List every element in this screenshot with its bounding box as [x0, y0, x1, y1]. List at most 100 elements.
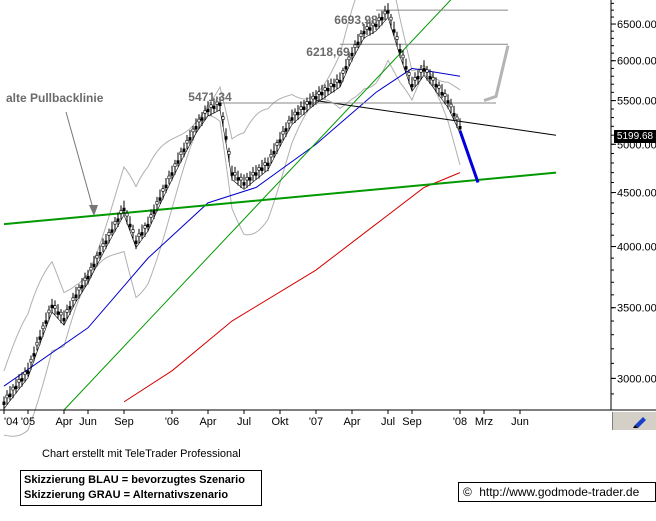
candle-body [62, 318, 66, 322]
candle-body [440, 92, 444, 96]
x-tick-label: Apr [343, 416, 360, 428]
candle-body [188, 137, 192, 141]
x-tick-label: Apr [55, 416, 72, 428]
candle-body [77, 287, 81, 291]
candle-body [407, 72, 411, 76]
candle-body [428, 75, 432, 80]
candle-body [434, 83, 438, 88]
candle-body [65, 309, 69, 313]
candle-body [368, 27, 372, 31]
candle-body [2, 401, 6, 405]
y-tick-label: 4500.00 [617, 188, 656, 200]
candle-body [167, 175, 171, 180]
candle-body [254, 172, 258, 176]
candle-body [155, 201, 159, 205]
candle-body [302, 106, 306, 110]
candle-body [272, 150, 276, 155]
candle-body [446, 100, 450, 104]
candle-body [317, 91, 321, 95]
annotation-label: alte Pullbacklinie [6, 91, 104, 105]
candle-body [47, 309, 51, 314]
candle-body [449, 103, 453, 108]
candle-body [350, 52, 354, 57]
upper-band [3, 0, 461, 372]
x-tick-label: Jun [511, 416, 529, 428]
candle-body [404, 66, 408, 70]
candle-body [179, 151, 183, 156]
x-tick-label: '04 [4, 416, 18, 428]
candle-body [116, 218, 120, 222]
x-tick-label: Sep [402, 416, 422, 428]
pen-button[interactable] [612, 412, 656, 430]
pullback-pointer [65, 111, 95, 213]
candle-body [269, 154, 273, 158]
candle-body [422, 68, 426, 72]
candle-body [248, 177, 252, 181]
candle-body [29, 359, 33, 363]
candle-body [452, 112, 456, 117]
candle-body [140, 232, 144, 236]
ma-mid-line [3, 67, 461, 387]
candle-body [236, 177, 240, 181]
website-url[interactable]: http://www.godmode-trader.de [479, 485, 640, 499]
candle-body [284, 128, 288, 132]
candle-body [200, 117, 204, 121]
candle-body [92, 263, 96, 268]
candle-body [230, 172, 234, 176]
candle-body [356, 41, 360, 46]
candle-body [293, 111, 297, 116]
candle-body [161, 188, 165, 192]
annotation-label: 6218,69 [306, 45, 350, 59]
candle-body [377, 17, 381, 21]
candle-body [227, 151, 231, 155]
candle-body [458, 126, 462, 130]
candle-body [125, 213, 129, 217]
legend-grey: Skizzierung GRAU = Alternativszenario [24, 489, 229, 501]
candle-body [401, 54, 405, 59]
candle-body [74, 294, 78, 298]
candle-body [8, 393, 12, 397]
candle-body [113, 221, 117, 225]
ma-long-line [123, 172, 461, 403]
candle-body [287, 119, 291, 124]
candle-body [131, 229, 135, 233]
candle-body [26, 370, 30, 374]
candle-body [173, 163, 177, 167]
website-box[interactable]: © http://www.godmode-trader.de [458, 482, 656, 502]
candle-body [338, 79, 342, 84]
candle-body [50, 304, 54, 309]
candle-body [281, 131, 285, 135]
scenario-legend: Skizzierung BLAU = bevorzugtes Szenario … [20, 470, 262, 506]
x-tick-label: Jul [381, 416, 395, 428]
candle-body [329, 83, 333, 87]
candle-body [308, 101, 312, 105]
candle-body [86, 275, 90, 280]
candle-body [176, 160, 180, 164]
y-tick-label: 6000.00 [617, 56, 656, 68]
candle-body [242, 182, 246, 186]
candle-body [386, 10, 390, 14]
candle-body [59, 311, 63, 316]
candle-body [413, 77, 417, 81]
candle-body [455, 116, 459, 121]
candle-body [152, 210, 156, 214]
candle-body [71, 297, 75, 301]
candle-body [419, 69, 423, 73]
candle-body [35, 342, 39, 346]
candle-body [416, 75, 420, 80]
candle-body [380, 16, 384, 21]
candle-body [374, 23, 378, 28]
candle-body [212, 105, 216, 110]
candle-body [314, 96, 318, 100]
candle-body [260, 167, 264, 171]
candle-body [143, 225, 147, 229]
candle-body [392, 29, 396, 33]
y-tick-label: 6500.00 [617, 19, 656, 31]
x-tick-label: '08 [453, 416, 467, 428]
candle-body [128, 223, 132, 228]
candle-body [119, 210, 123, 214]
candle-body [245, 176, 249, 181]
grey-scenario-path [483, 45, 510, 103]
candle-body [332, 83, 336, 88]
neckline [315, 100, 557, 136]
